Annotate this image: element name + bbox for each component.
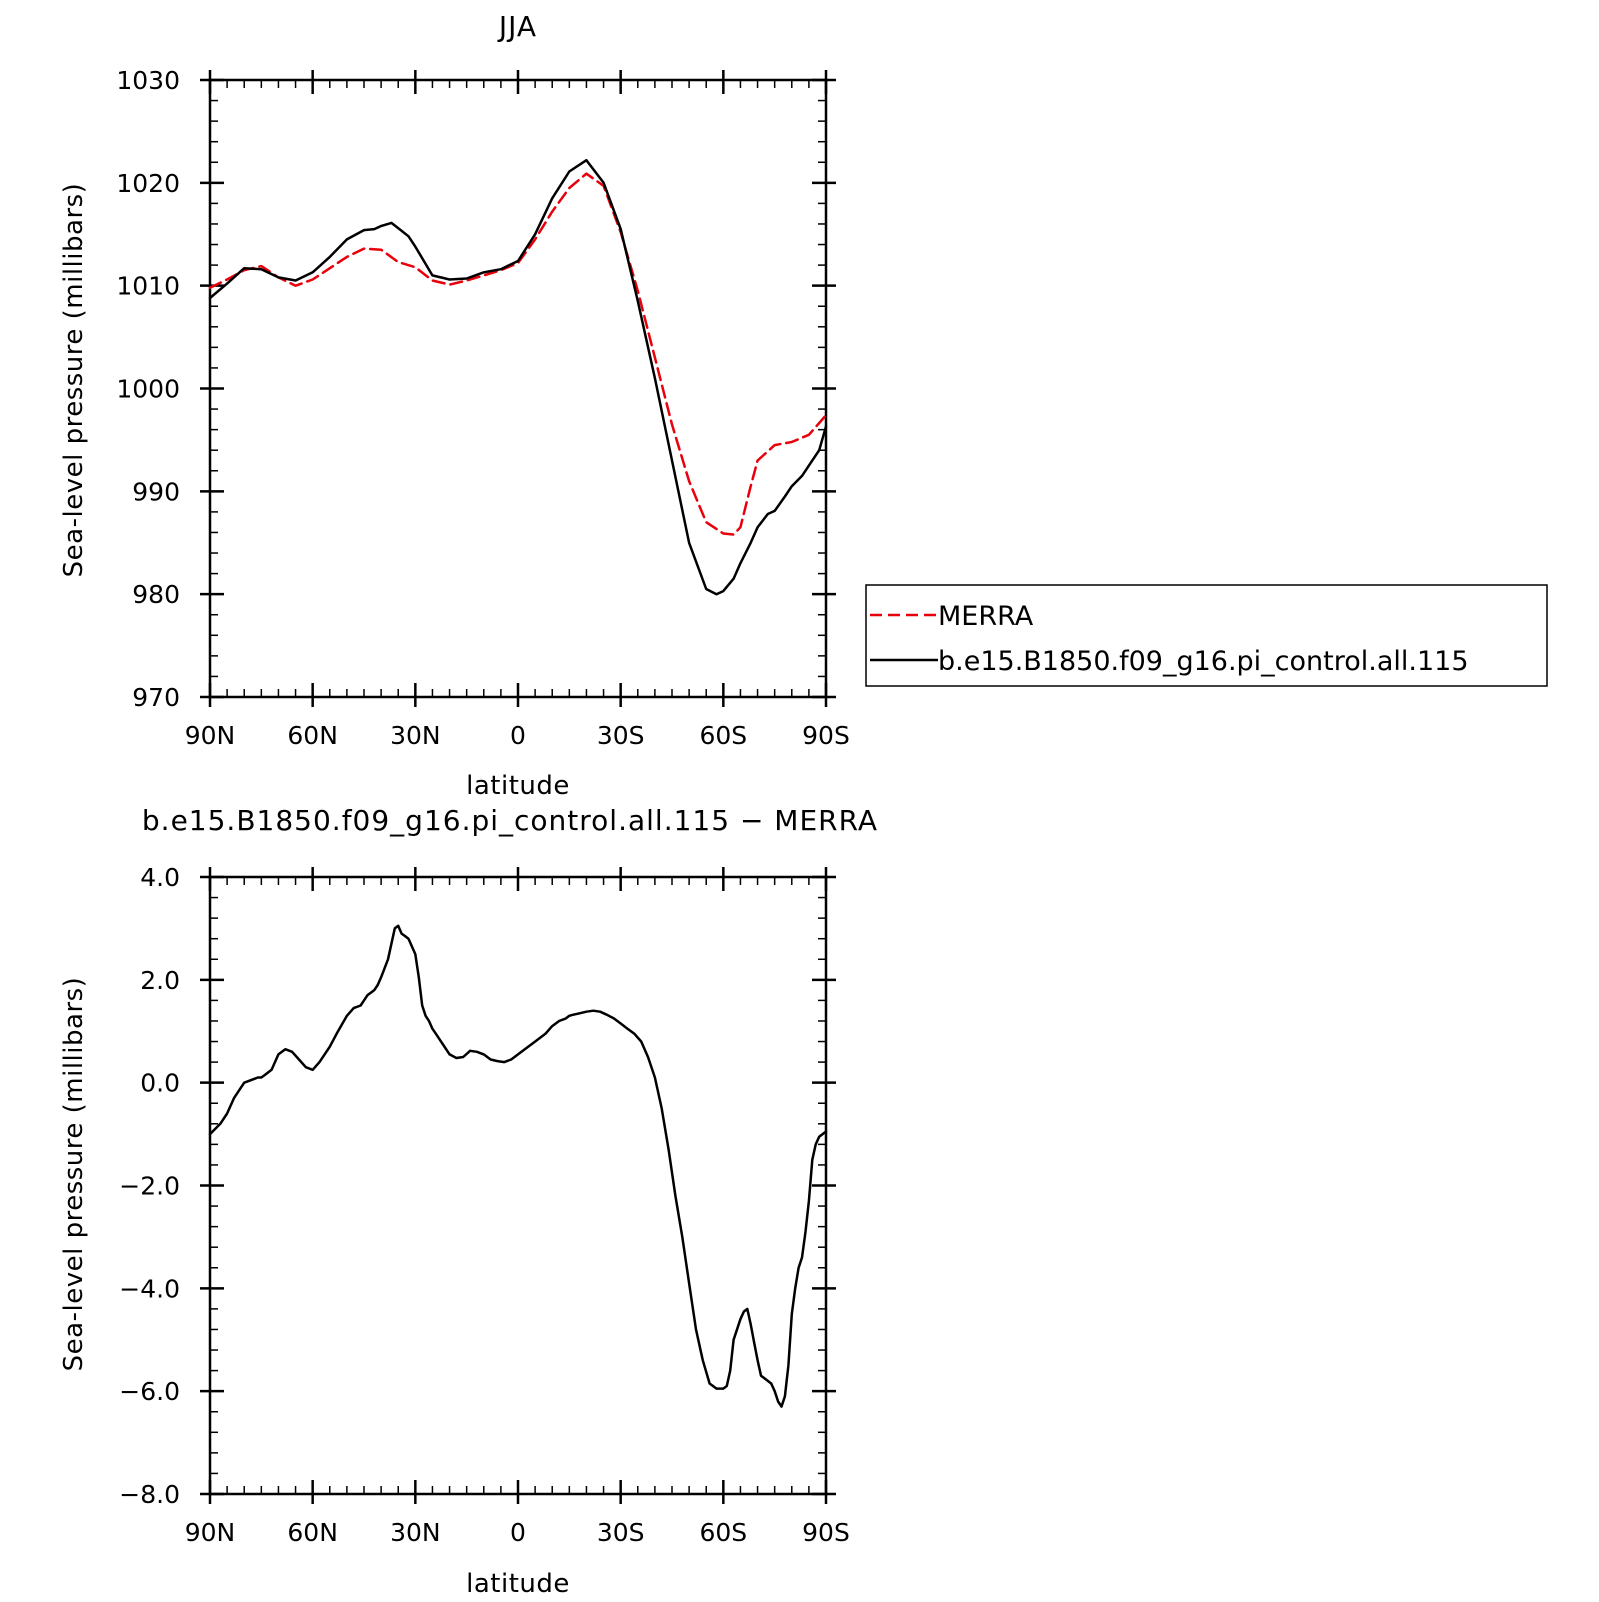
top-y-tick-label: 1030 xyxy=(116,66,180,95)
top-plot-frame xyxy=(208,78,828,699)
bottom-series-line-model xyxy=(208,924,828,1408)
legend-box xyxy=(865,584,1548,687)
top-chart-title: JJA xyxy=(497,10,537,43)
top-panel: JJA 90N 60N 30N 0 30S 60S 90S 970 980 990 1000 1010… xyxy=(59,10,850,801)
top-x-axis-label: latitude xyxy=(466,771,570,801)
bottom-x-tick-label: 30N xyxy=(390,1518,441,1547)
bottom-y-tick-label: 2.0 xyxy=(140,966,180,995)
top-y-tick-label: 990 xyxy=(132,477,180,506)
bottom-x-tick-label: 60N xyxy=(287,1518,338,1547)
top-x-tick-label: 60S xyxy=(699,721,747,750)
bottom-x-tick-label: 0 xyxy=(510,1518,526,1547)
top-series-line-model xyxy=(208,158,828,596)
top-y-tick-label: 1020 xyxy=(116,169,180,198)
top-y-axis-label: Sea-level pressure (millibars) xyxy=(59,183,89,578)
legend-model-label: b.e15.B1850.f09_g16.pi_control.all.115 xyxy=(938,646,1469,677)
top-y-tick-label: 980 xyxy=(132,580,180,609)
bottom-y-tick-label: −6.0 xyxy=(119,1377,180,1406)
bottom-y-tick-label: −2.0 xyxy=(119,1172,180,1201)
bottom-x-tick-label: 90S xyxy=(802,1518,850,1547)
top-x-tick-label: 90S xyxy=(802,721,850,750)
top-series-line-merra xyxy=(208,172,828,536)
top-x-tick-label: 60N xyxy=(287,721,338,750)
top-x-tick-label: 30S xyxy=(597,721,645,750)
bottom-x-axis-label: latitude xyxy=(466,1569,570,1599)
bottom-y-tick-label: 4.0 xyxy=(140,863,180,892)
bottom-chart-title: b.e15.B1850.f09_g16.pi_control.all.115 −… xyxy=(142,804,878,837)
bottom-x-tick-label: 30S xyxy=(597,1518,645,1547)
top-x-tick-label: 30N xyxy=(390,721,441,750)
bottom-y-axis-label: Sea-level pressure (millibars) xyxy=(59,977,89,1372)
top-y-tick-label: 1000 xyxy=(116,375,180,404)
legend-merra-label: MERRA xyxy=(938,601,1034,632)
top-x-tick-label: 90N xyxy=(185,721,236,750)
bottom-y-tick-label: −4.0 xyxy=(119,1274,180,1303)
top-y-tick-label: 1010 xyxy=(116,272,180,301)
top-x-tick-label: 0 xyxy=(510,721,526,750)
bottom-x-tick-label: 60S xyxy=(699,1518,747,1547)
bottom-x-tick-label: 90N xyxy=(185,1518,236,1547)
bottom-y-tick-label: −8.0 xyxy=(119,1480,180,1509)
top-axes: 90N 60N 30N 0 30S 60S 90S 970 980 990 1000 1010 1020… xyxy=(116,66,849,750)
bottom-y-tick-label: 0.0 xyxy=(140,1069,180,1098)
bottom-plot-frame xyxy=(208,875,828,1496)
top-series xyxy=(208,158,828,596)
top-y-tick-label: 970 xyxy=(132,683,180,712)
bottom-panel: b.e15.B1850.f09_g16.pi_control.all.115 −… xyxy=(59,804,878,1599)
bottom-series xyxy=(208,924,828,1408)
legend: MERRA b.e15.B1850.f09_g16.pi_control.all… xyxy=(865,584,1548,687)
bottom-axes: 90N 60N 30N 0 30S 60S 90S −8.0 −6.0 −4.0 −2.0 0.0 2.… xyxy=(119,863,850,1547)
